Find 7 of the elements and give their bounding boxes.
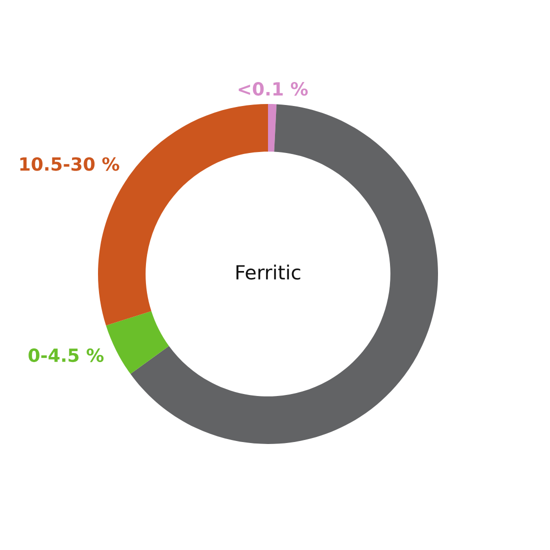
text: Ferritic bbox=[236, 264, 300, 280]
slice-label: <0.1 % bbox=[238, 82, 308, 96]
donut-slice bbox=[268, 104, 277, 152]
donut-slice bbox=[130, 104, 438, 444]
donut-slice bbox=[106, 311, 169, 374]
slice-label: 0-4.5 % bbox=[28, 348, 104, 362]
slice-label: 10.5-30 % bbox=[20, 157, 120, 171]
